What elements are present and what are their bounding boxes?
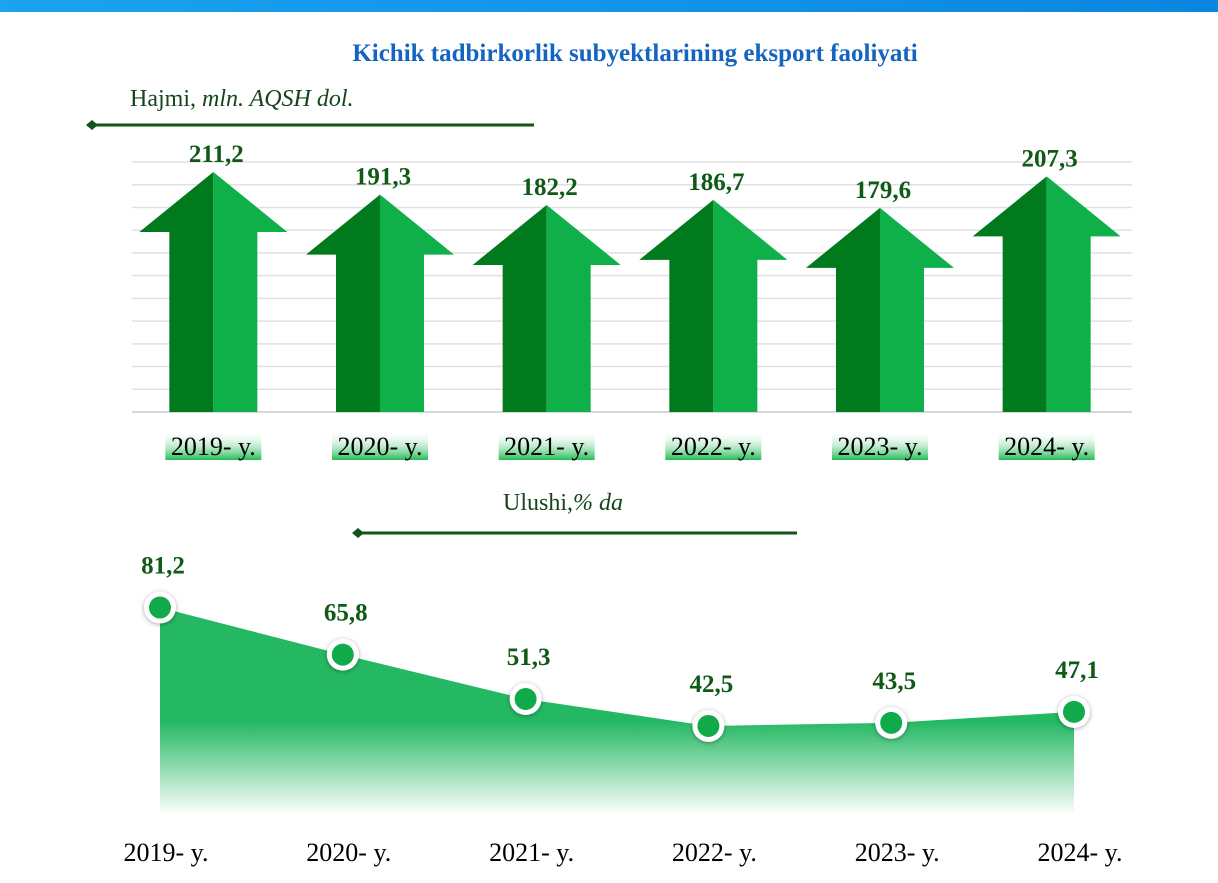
area-x-tick-label: 2023- y. [855,838,940,867]
area-value-label: 43,5 [872,668,916,695]
bar-arrow [472,204,621,412]
bar-x-tick-label: 2022- y. [671,432,756,461]
area-value-label: 81,2 [141,553,185,580]
bar-arrow [306,194,454,412]
bar-value-label: 207,3 [1022,145,1078,172]
bar-chart-caption: Hajmi, mln. AQSH dol. [130,86,354,113]
x-label-highlight [165,430,262,460]
bar-caption-unit: mln. AQSH dol. [202,86,354,112]
bar-series: 211,2 2019- y. 191,3 2020- y. 182,2 2021- y. 1… [139,141,1121,461]
area-marker-dot [1063,700,1085,723]
bar-caption-diamond-icon [86,120,98,130]
x-label-highlight [832,430,928,460]
bar-arrow-right [546,204,621,412]
bar-arrow-right [880,207,954,412]
bar-value-label: 186,7 [688,169,744,196]
area-caption-unit: % da [573,490,624,516]
x-label-highlight [665,430,762,460]
area-fill [160,607,1074,815]
x-label-highlight [332,430,428,460]
x-label-highlight [498,430,595,460]
area-caption-line [352,528,797,538]
bar-arrow-left [139,172,214,412]
area-value-label: 65,8 [324,600,368,627]
bar-x-tick-label: 2020- y. [338,432,423,461]
bar-x-tick-label: 2023- y. [838,432,923,461]
bar-gridlines [132,161,1132,413]
area-x-tick-label: 2024- y. [1038,838,1123,867]
x-label-highlight [998,430,1095,460]
area-chart-caption: Ulushi,% da [503,490,623,517]
area-x-tick-label: 2022- y. [672,838,757,867]
bar-arrow [806,207,954,412]
bar-arrow-left [806,207,880,412]
bar-value-label: 211,2 [189,141,244,168]
area-x-tick-label: 2020- y. [306,838,391,867]
bar-arrow-right [213,172,288,412]
bar-arrow [639,199,788,412]
bar-arrow-right [713,199,788,412]
bar-value-label: 179,6 [855,177,911,204]
bar-arrow-right [380,194,454,412]
area-marker-dot [697,714,720,737]
area-marker-dot [331,643,354,666]
bar-x-tick-label: 2024- y. [1004,432,1089,461]
bar-arrow-left [639,199,714,412]
bar-arrow-left [306,194,380,412]
area-series: 81,2 2019- y. 65,8 2020- y. 51,3 2021- y. 42,5… [124,553,1123,867]
area-value-label: 42,5 [690,671,734,698]
bar-value-label: 182,2 [522,174,578,201]
area-marker-dot [149,596,171,619]
area-x-tick-label: 2019- y. [124,838,209,867]
bar-caption-main: Hajmi, [130,86,196,112]
bar-arrow-right [1046,176,1121,412]
bar-arrow-left [472,204,547,412]
chart-title: Kichik tadbirkorlik subyektlarining eksp… [352,40,918,67]
bar-x-tick-label: 2019- y. [171,432,256,461]
bar-arrow [972,176,1121,412]
area-caption-main: Ulushi, [503,490,574,516]
bar-x-tick-label: 2021- y. [504,432,589,461]
bar-caption-line [86,120,534,130]
bar-arrow-left [972,176,1047,412]
area-caption-diamond-icon [352,528,364,538]
area-marker-dot [514,688,537,711]
area-x-tick-label: 2021- y. [489,838,574,867]
area-marker-dot [880,711,903,734]
bar-value-label: 191,3 [355,164,411,191]
area-value-label: 51,3 [507,644,551,671]
top-accent-bar [0,0,1218,12]
bar-arrow [139,172,288,412]
area-value-label: 47,1 [1055,657,1099,684]
